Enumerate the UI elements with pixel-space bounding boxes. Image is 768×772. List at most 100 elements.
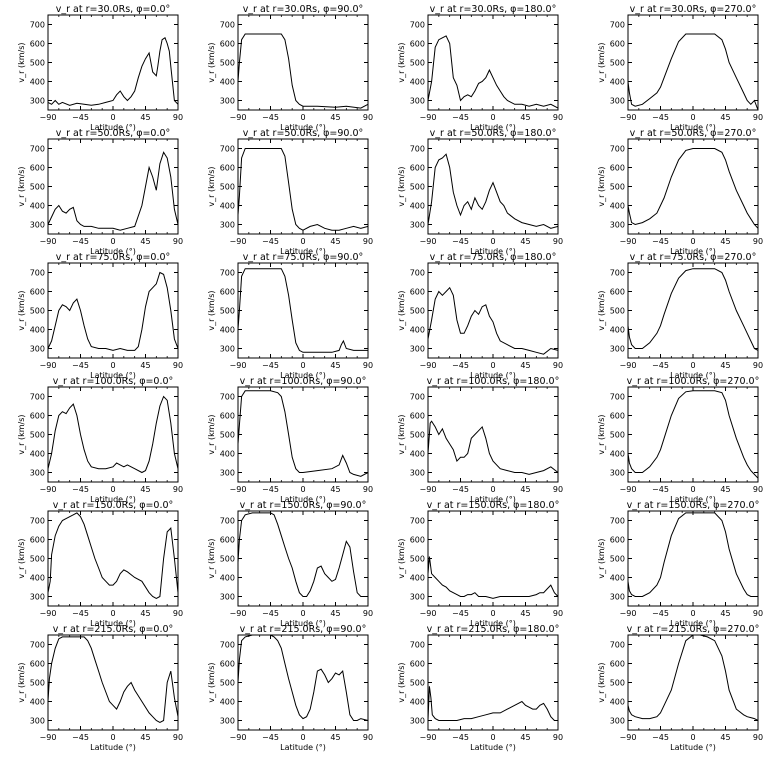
y-tick-label: 700 (410, 145, 425, 154)
y-tick-label: 400 (220, 78, 235, 87)
chart-title: v_r at r=30.0Rs, φ=0.0° (56, 4, 171, 15)
x-tick-label: −45 (452, 361, 469, 370)
plot-frame (237, 634, 369, 731)
y-axis-label: v_r (km/s) (397, 662, 406, 702)
y-tick-label: 600 (220, 412, 235, 421)
x-tick-label: 90 (363, 361, 373, 370)
y-tick-label: 500 (610, 183, 625, 192)
x-tick-label: −90 (420, 733, 437, 742)
x-tick-label: 0 (110, 733, 115, 742)
y-tick-label: 400 (220, 698, 235, 707)
x-tick-label: 0 (110, 361, 115, 370)
y-tick-label: 500 (30, 431, 45, 440)
x-tick-label: 90 (173, 609, 183, 618)
x-tick-label: 0 (490, 113, 495, 122)
chart-title: v_r at r=215.0Rs, φ=180.0° (427, 624, 560, 635)
plot-frame (237, 14, 369, 111)
y-tick-label: 600 (610, 536, 625, 545)
x-tick-label: −45 (452, 609, 469, 618)
series-line (427, 153, 559, 229)
y-tick-label: 500 (30, 183, 45, 192)
chart-panel: v_r at r=50.0Rs, φ=0.0° −90 −45 0 45 90 300 400… (17, 128, 183, 256)
series-line (47, 512, 179, 599)
x-tick-label: 0 (300, 733, 305, 742)
chart-title: v_r at r=100.0Rs, φ=270.0° (627, 376, 760, 387)
y-tick-label: 500 (220, 555, 235, 564)
series-line (47, 151, 179, 231)
y-axis-label: v_r (km/s) (17, 42, 26, 82)
x-tick-label: 90 (553, 485, 563, 494)
x-tick-label: 0 (490, 485, 495, 494)
plot-frame (427, 262, 559, 359)
chart-panel: v_r at r=50.0Rs, φ=90.0° −90 −45 0 45 90 300 40… (207, 128, 373, 256)
x-tick-label: 90 (173, 237, 183, 246)
y-tick-label: 600 (220, 164, 235, 173)
plot-frame (47, 634, 179, 731)
series-line (237, 148, 369, 231)
chart-title: v_r at r=30.0Rs, φ=90.0° (243, 4, 364, 15)
x-tick-label: 45 (330, 237, 340, 246)
x-tick-label: 0 (110, 113, 115, 122)
x-tick-label: 45 (140, 485, 150, 494)
y-tick-label: 700 (610, 393, 625, 402)
y-tick-label: 500 (30, 307, 45, 316)
y-axis-label: v_r (km/s) (397, 538, 406, 578)
y-tick-label: 400 (410, 450, 425, 459)
x-tick-label: 45 (520, 609, 530, 618)
y-tick-label: 600 (30, 660, 45, 669)
x-tick-label: −90 (420, 237, 437, 246)
x-axis-label: Latitude (°) (470, 743, 516, 752)
x-tick-label: 90 (553, 609, 563, 618)
x-tick-label: 0 (300, 237, 305, 246)
x-tick-label: 45 (720, 113, 730, 122)
y-tick-label: 700 (30, 21, 45, 30)
x-tick-label: 45 (140, 361, 150, 370)
chart-panel: v_r at r=75.0Rs, φ=0.0° −90 −45 0 45 90 300 400… (17, 252, 183, 380)
y-tick-label: 700 (610, 269, 625, 278)
y-axis-label: v_r (km/s) (17, 538, 26, 578)
y-tick-label: 500 (610, 307, 625, 316)
plot-frame (427, 634, 559, 731)
series-line (237, 268, 368, 353)
y-axis-label: v_r (km/s) (397, 290, 406, 330)
x-tick-label: −45 (652, 361, 669, 370)
y-axis-label: v_r (km/s) (17, 290, 26, 330)
y-tick-label: 400 (610, 450, 625, 459)
y-tick-label: 300 (30, 593, 45, 602)
x-tick-label: −90 (420, 609, 437, 618)
x-tick-label: −90 (620, 237, 637, 246)
x-tick-label: 90 (363, 237, 373, 246)
y-tick-label: 300 (30, 469, 45, 478)
x-tick-label: 0 (110, 485, 115, 494)
y-tick-label: 500 (610, 679, 625, 688)
x-tick-label: −90 (230, 361, 247, 370)
y-tick-label: 500 (220, 183, 235, 192)
y-axis-label: v_r (km/s) (207, 42, 216, 82)
y-tick-label: 700 (410, 269, 425, 278)
x-tick-label: 45 (330, 733, 340, 742)
x-tick-label: −45 (262, 609, 279, 618)
plot-frame (627, 634, 759, 731)
y-tick-label: 300 (410, 469, 425, 478)
plot-frame (47, 510, 179, 607)
plot-frame (237, 510, 369, 607)
series-line (427, 420, 559, 475)
x-tick-label: 0 (690, 609, 695, 618)
series-line (627, 268, 759, 351)
y-tick-label: 700 (610, 641, 625, 650)
y-tick-label: 700 (410, 21, 425, 30)
plot-frame (427, 138, 559, 235)
x-tick-label: −90 (230, 237, 247, 246)
y-tick-label: 300 (610, 717, 625, 726)
series-line (237, 390, 369, 477)
x-tick-label: 90 (363, 733, 373, 742)
x-tick-label: 45 (520, 485, 530, 494)
x-tick-label: 90 (753, 237, 763, 246)
chart-panel: v_r at r=215.0Rs, φ=0.0° −90 −45 0 45 90 300 40… (17, 624, 183, 752)
y-tick-label: 300 (610, 469, 625, 478)
chart-title: v_r at r=50.0Rs, φ=0.0° (56, 128, 171, 139)
x-tick-label: 90 (553, 361, 563, 370)
plot-frame (237, 262, 369, 359)
plot-frame (627, 510, 759, 607)
chart-panel: v_r at r=215.0Rs, φ=90.0° −90 −45 0 45 90 300 4… (207, 624, 373, 752)
